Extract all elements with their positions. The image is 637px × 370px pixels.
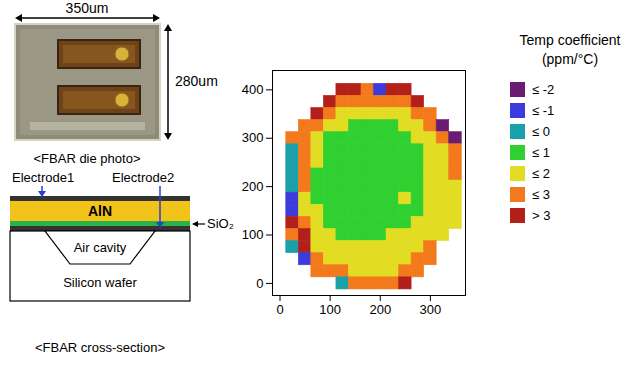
- svg-text:0: 0: [256, 276, 263, 291]
- svg-text:<FBAR cross-section>: <FBAR cross-section>: [35, 340, 165, 355]
- svg-text:> 3: > 3: [532, 208, 550, 223]
- svg-text:AlN: AlN: [88, 203, 112, 219]
- svg-text:≤ 0: ≤ 0: [532, 124, 550, 139]
- svg-text:SiO₂: SiO₂: [207, 216, 234, 231]
- svg-text:Air cavity: Air cavity: [74, 240, 127, 255]
- svg-text:≤ 3: ≤ 3: [532, 187, 550, 202]
- svg-text:200: 200: [242, 179, 264, 194]
- svg-text:≤ 2: ≤ 2: [532, 166, 550, 181]
- svg-text:Electrode2: Electrode2: [112, 170, 174, 185]
- svg-text:≤ 1: ≤ 1: [532, 145, 550, 160]
- svg-text:Electrode1: Electrode1: [12, 170, 74, 185]
- svg-text:≤ -2: ≤ -2: [532, 82, 554, 97]
- svg-text:≤ -1: ≤ -1: [532, 103, 554, 118]
- svg-text:350um: 350um: [66, 0, 109, 16]
- svg-text:Silicon wafer: Silicon wafer: [63, 275, 137, 290]
- svg-text:300: 300: [242, 130, 264, 145]
- svg-text:100: 100: [319, 302, 341, 317]
- svg-text:280um: 280um: [175, 73, 218, 89]
- svg-text:300: 300: [420, 302, 442, 317]
- svg-text:0: 0: [276, 302, 283, 317]
- svg-text:(ppm/°C): (ppm/°C): [542, 51, 598, 67]
- svg-text:Temp coefficient: Temp coefficient: [520, 32, 621, 48]
- svg-text:400: 400: [242, 82, 264, 97]
- svg-text:<FBAR die photo>: <FBAR die photo>: [34, 151, 141, 166]
- svg-text:200: 200: [369, 302, 391, 317]
- svg-text:100: 100: [242, 227, 264, 242]
